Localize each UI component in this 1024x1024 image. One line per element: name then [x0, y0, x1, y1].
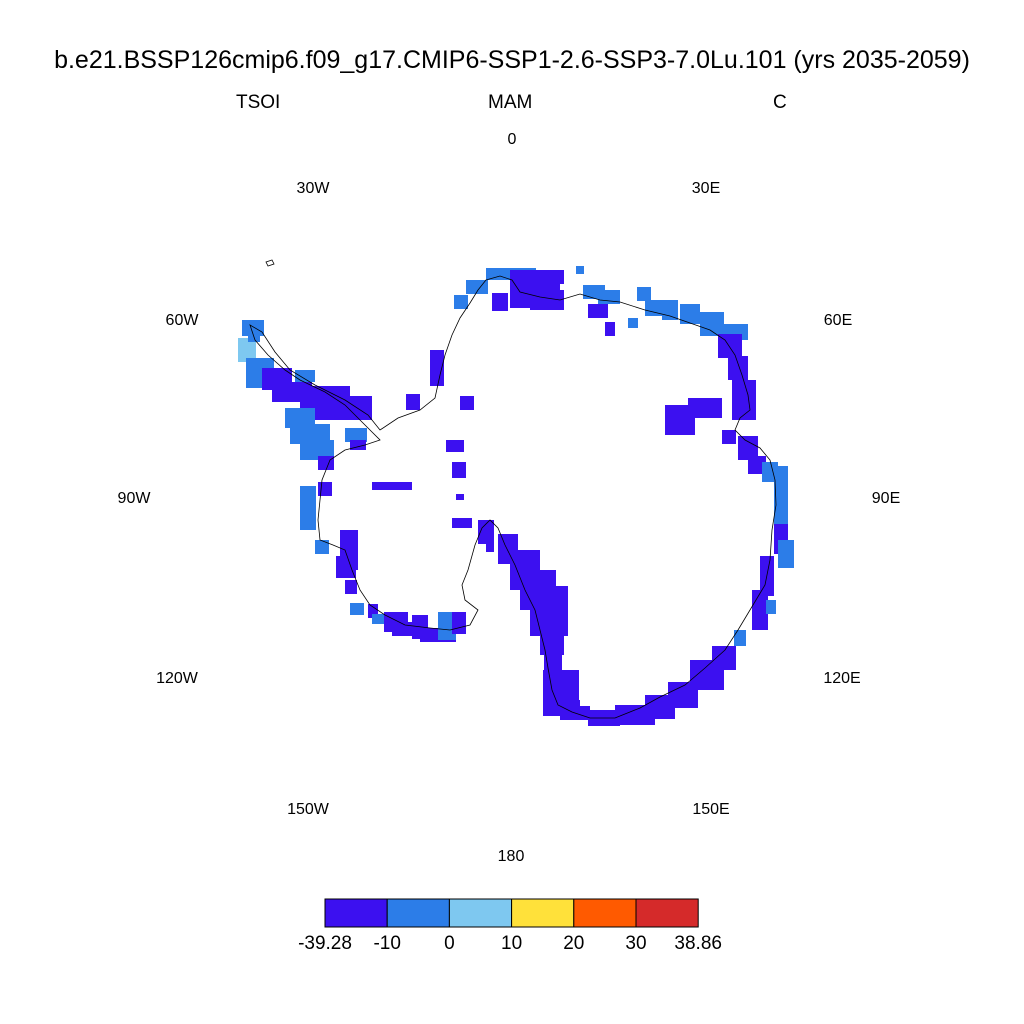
- data-cell: [350, 603, 364, 615]
- data-cell: [510, 270, 564, 284]
- colorbar-box-0: [324, 898, 388, 928]
- data-cell: [662, 300, 678, 320]
- data-cell: [615, 705, 655, 725]
- data-cell: [605, 322, 615, 336]
- colorbar-label-0: -39.28: [298, 933, 352, 954]
- data-cell: [766, 600, 776, 614]
- data-cell: [688, 398, 722, 418]
- data-cell: [734, 630, 746, 646]
- data-cell: [748, 456, 766, 474]
- data-cell: [486, 540, 494, 552]
- subtitle-variable: TSOI: [236, 92, 281, 113]
- data-cell: [728, 356, 748, 380]
- lon-label-120w: 120W: [156, 670, 198, 687]
- data-cell: [637, 287, 651, 301]
- data-cell: [452, 518, 472, 528]
- data-cell: [460, 396, 474, 410]
- colorbar-label-3: 10: [501, 933, 523, 954]
- data-cell: [478, 520, 494, 544]
- lon-label-90w: 90W: [117, 490, 151, 507]
- data-cell: [368, 604, 378, 618]
- data-cell: [446, 440, 464, 452]
- data-cell: [722, 430, 736, 444]
- data-cell: [300, 440, 334, 460]
- colorbar-label-6: 38.86: [674, 933, 722, 954]
- colorbar-label-2: 0: [444, 933, 455, 954]
- lon-label-90e: 90E: [871, 490, 901, 507]
- colorbar-label-5: 30: [625, 933, 647, 954]
- coastline: [249, 259, 777, 719]
- colorbar-label-4: 20: [563, 933, 585, 954]
- colorbar-box-1: [386, 898, 450, 928]
- colorbar-box-5: [635, 898, 699, 928]
- data-cell: [336, 556, 356, 578]
- data-cell: [350, 440, 366, 450]
- data-cell: [452, 462, 466, 478]
- data-cell: [315, 540, 329, 554]
- lon-label-180: 180: [497, 848, 525, 865]
- data-cell: [318, 482, 332, 496]
- data-cell: [430, 350, 444, 386]
- data-cell: [628, 318, 638, 328]
- data-cell: [544, 640, 562, 672]
- data-cell: [454, 295, 468, 309]
- data-cell: [700, 312, 724, 336]
- data-cell: [285, 408, 315, 428]
- data-cell: [406, 394, 420, 410]
- data-cell: [576, 266, 584, 274]
- subtitle-units: C: [773, 92, 787, 113]
- data-cell: [588, 304, 608, 318]
- data-cell: [290, 424, 330, 444]
- data-cell: [372, 482, 412, 490]
- data-cell: [752, 590, 768, 630]
- data-cell: [318, 456, 334, 470]
- colorbar-box-2: [448, 898, 513, 928]
- data-cell: [238, 338, 256, 362]
- data-cell: [738, 436, 758, 460]
- data-cell: [645, 300, 667, 316]
- data-cell: [248, 328, 260, 342]
- data-cell: [680, 304, 700, 324]
- colorbar-label-1: -10: [373, 933, 401, 954]
- polar-map: [238, 259, 794, 726]
- map-title: b.e21.BSSP126cmip6.f09_g17.CMIP6-SSP1-2.…: [54, 46, 970, 74]
- data-cell: [452, 612, 466, 634]
- data-cell: [372, 614, 384, 624]
- lon-label-0: 0: [507, 131, 517, 148]
- colorbar-box-4: [573, 898, 637, 928]
- data-cell: [732, 380, 756, 420]
- colorbar-box-3: [511, 898, 575, 928]
- lon-label-120e: 120E: [823, 670, 861, 687]
- data-cell: [300, 486, 316, 530]
- data-cells: [238, 266, 794, 726]
- data-cell: [492, 293, 508, 311]
- data-cell: [456, 494, 464, 500]
- data-cell: [345, 580, 357, 594]
- data-cell: [345, 428, 367, 442]
- data-cell: [530, 290, 564, 310]
- data-cell: [774, 466, 788, 526]
- lon-label-60e: 60E: [823, 312, 853, 329]
- lon-label-30w: 30W: [296, 180, 330, 197]
- subtitle-season: MAM: [488, 92, 533, 113]
- data-cell: [466, 280, 488, 294]
- lon-label-150w: 150W: [287, 801, 329, 818]
- lon-label-150e: 150E: [692, 801, 730, 818]
- data-cell: [778, 540, 794, 568]
- lon-label-30e: 30E: [691, 180, 721, 197]
- data-cell: [295, 370, 315, 382]
- lon-label-60w: 60W: [165, 312, 199, 329]
- data-cell: [438, 612, 456, 640]
